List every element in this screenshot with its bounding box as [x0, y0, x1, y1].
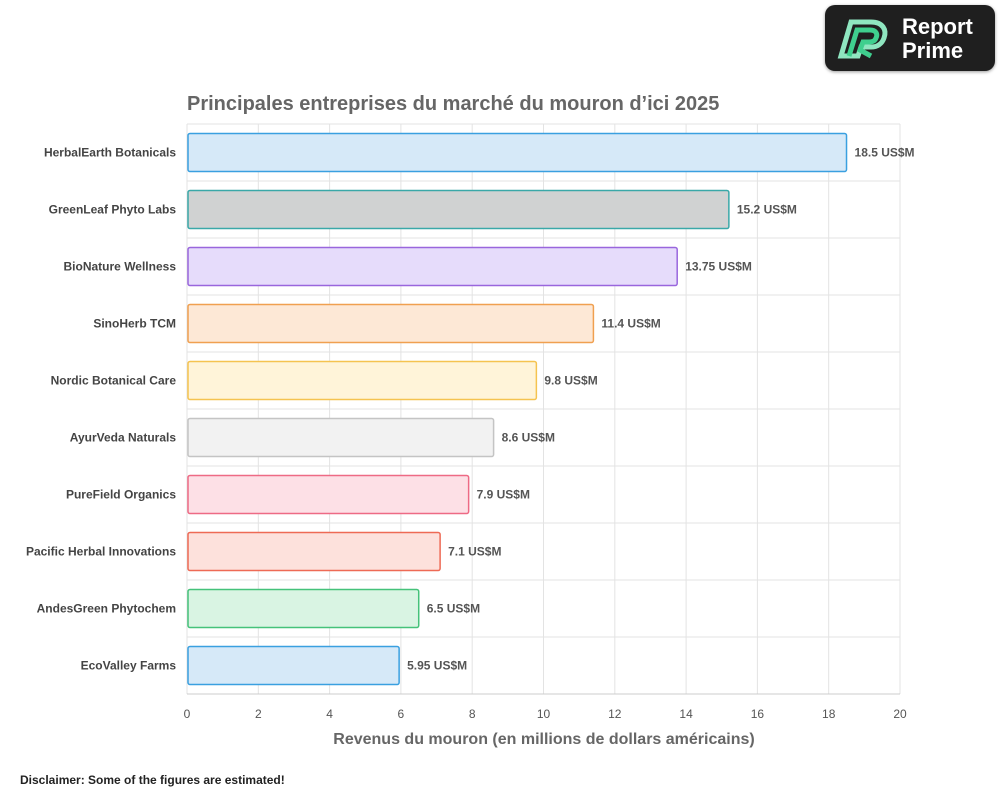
x-tick-label: 16: [751, 707, 765, 721]
x-tick-label: 8: [469, 707, 476, 721]
bar: [187, 474, 470, 515]
value-labels: 18.5 US$M 15.2 US$M 13.75 US$M 11.4 US$M 9.8…: [407, 146, 914, 673]
value-label: 8.6 US$M: [502, 431, 555, 445]
bar: [187, 588, 420, 629]
category-label: PureField Organics: [66, 488, 176, 502]
category-label: HerbalEarth Botanicals: [44, 146, 176, 160]
report-prime-logo: Report Prime: [825, 5, 995, 71]
category-label: Pacific Herbal Innovations: [26, 545, 176, 559]
bar: [187, 531, 441, 572]
value-label: 5.95 US$M: [407, 659, 467, 673]
category-labels: HerbalEarth Botanicals GreenLeaf Phyto La…: [26, 146, 176, 673]
value-label: 6.5 US$M: [427, 602, 480, 616]
x-tick-label: 4: [326, 707, 333, 721]
x-tick-label: 14: [679, 707, 693, 721]
category-label: GreenLeaf Phyto Labs: [49, 203, 177, 217]
chart-title: Principales entreprises du marché du mou…: [187, 93, 719, 115]
disclaimer-text: Disclaimer: Some of the figures are esti…: [20, 773, 285, 787]
category-label: AndesGreen Phytochem: [37, 602, 176, 616]
x-tick-label: 18: [822, 707, 836, 721]
bar: [187, 645, 400, 686]
value-label: 15.2 US$M: [737, 203, 797, 217]
category-label: Nordic Botanical Care: [51, 374, 177, 388]
value-label: 7.1 US$M: [448, 545, 501, 559]
value-label: 13.75 US$M: [685, 260, 752, 274]
value-label: 9.8 US$M: [544, 374, 597, 388]
x-tick-label: 6: [398, 707, 405, 721]
x-axis-title: Revenus du mouron (en millions de dollar…: [333, 731, 754, 748]
category-label: BioNature Wellness: [64, 260, 177, 274]
value-label: 11.4 US$M: [601, 317, 660, 331]
x-tick-label: 12: [608, 707, 622, 721]
bars-group: [187, 132, 848, 686]
bar: [187, 360, 538, 401]
value-label: 18.5 US$M: [855, 146, 915, 160]
bar: [187, 246, 678, 287]
x-tick-label: 10: [537, 707, 551, 721]
logo-text-prime: Prime: [902, 38, 964, 63]
bar: [187, 417, 495, 458]
logo-text-report: Report: [902, 14, 973, 39]
x-tick-label: 20: [893, 707, 907, 721]
value-label: 7.9 US$M: [477, 488, 530, 502]
category-label: SinoHerb TCM: [93, 317, 176, 331]
bar: [187, 303, 595, 344]
x-tick-label: 0: [184, 707, 191, 721]
x-tick-label: 2: [255, 707, 262, 721]
bar: [187, 189, 730, 230]
x-tick-labels: 0 2 4 6 8 10 12 14 16 18 20: [184, 707, 907, 721]
category-label: EcoValley Farms: [81, 659, 177, 673]
bar: [187, 132, 848, 173]
logo-icon: [837, 19, 888, 59]
category-label: AyurVeda Naturals: [70, 431, 177, 445]
